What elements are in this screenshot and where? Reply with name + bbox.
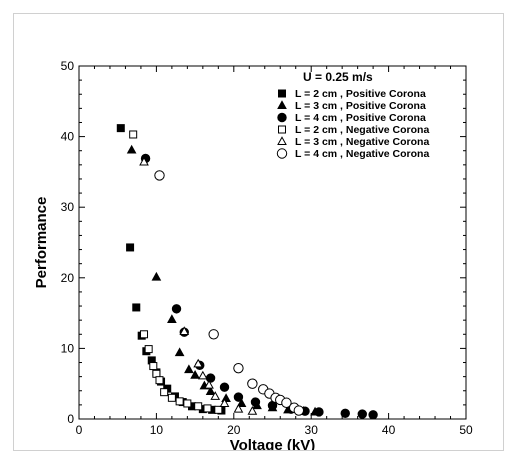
legend-header: U = 0.25 m/s xyxy=(303,70,373,84)
legend-marker xyxy=(277,112,287,123)
plot-area-border xyxy=(78,65,467,420)
data-point xyxy=(151,271,162,281)
data-point xyxy=(233,392,244,402)
data-point xyxy=(221,393,231,403)
series-1 xyxy=(116,124,226,415)
data-point xyxy=(205,373,216,383)
data-point xyxy=(167,314,177,323)
data-point xyxy=(155,376,164,385)
y-tick-label: 50 xyxy=(61,59,75,73)
data-point xyxy=(160,388,169,397)
data-point xyxy=(233,403,244,413)
data-point xyxy=(194,402,203,411)
data-point xyxy=(357,409,367,419)
legend-entry: L = 2 cm , Positive Corona xyxy=(295,88,426,100)
legend-marker xyxy=(276,148,288,159)
data-point xyxy=(204,379,214,389)
data-point xyxy=(129,130,138,139)
data-point xyxy=(250,397,261,407)
legend-marker xyxy=(278,125,286,134)
series-5 xyxy=(139,156,258,415)
legend-entry: L = 3 cm , Positive Corona xyxy=(295,100,426,112)
data-point xyxy=(171,304,182,314)
data-point xyxy=(126,144,137,154)
legend-marker xyxy=(278,89,286,98)
legend-marker xyxy=(277,136,287,145)
y-tick-label: 30 xyxy=(61,200,75,214)
x-tick-label: 10 xyxy=(150,423,164,437)
axes xyxy=(78,65,467,420)
legend-entry: L = 3 cm , Negative Corona xyxy=(295,136,429,148)
data-point xyxy=(219,398,230,407)
data-point xyxy=(214,405,223,414)
data-point xyxy=(203,404,212,413)
data-point xyxy=(210,391,221,400)
y-tick-label: 20 xyxy=(61,271,75,285)
data-point xyxy=(179,326,190,335)
data-point xyxy=(140,330,149,339)
legend: U = 0.25 m/s L = 2 cm , Positive CoronaL… xyxy=(276,70,429,160)
chart-frame: 0 10 20 30 40 50 0 10 20 30 40 50 U = 0.25 m/s L = … xyxy=(13,13,504,451)
series-3 xyxy=(140,153,378,420)
scatter-chart: 0 10 20 30 40 50 0 10 20 30 40 50 U = 0.25 m/s L = … xyxy=(33,59,473,450)
legend-marker xyxy=(277,100,287,109)
data-point xyxy=(175,397,184,406)
data-point xyxy=(116,124,125,133)
data-point xyxy=(132,303,141,312)
data-point xyxy=(293,405,305,416)
data-point xyxy=(154,170,165,181)
data-point xyxy=(149,362,158,371)
x-axis-title: Voltage (kV) xyxy=(230,437,316,450)
data-point xyxy=(126,243,135,252)
data-point xyxy=(205,386,216,395)
data-point xyxy=(167,393,176,402)
y-tick-label: 0 xyxy=(67,412,74,426)
legend-entry: L = 2 cm , Negative Corona xyxy=(295,124,429,136)
data-point xyxy=(233,362,244,374)
series-6 xyxy=(154,170,305,416)
data-point xyxy=(236,398,247,407)
data-point xyxy=(281,397,292,408)
data-point xyxy=(219,382,230,392)
data-point xyxy=(247,406,258,415)
data-point xyxy=(183,399,192,408)
data-point xyxy=(190,369,200,379)
data-point xyxy=(208,329,219,340)
x-tick-label: 20 xyxy=(227,423,241,437)
legend-entry: L = 4 cm , Negative Corona xyxy=(295,148,429,160)
y-tick-label: 10 xyxy=(61,341,75,355)
x-tick-label: 40 xyxy=(382,423,396,437)
data-point xyxy=(139,156,149,166)
x-tick-label: 30 xyxy=(305,423,319,437)
data-point xyxy=(247,378,258,389)
y-tick-label: 40 xyxy=(61,130,75,144)
data-point xyxy=(314,407,324,417)
data-point xyxy=(144,345,153,354)
data-point xyxy=(184,364,194,374)
data-point xyxy=(193,358,204,368)
data-point xyxy=(197,370,208,380)
ticks: 0 10 20 30 40 50 0 10 20 30 40 50 xyxy=(61,59,473,437)
data-point xyxy=(340,408,350,419)
data-point xyxy=(368,410,378,420)
y-axis-title: Performance xyxy=(33,197,50,289)
data-point xyxy=(174,347,185,357)
x-tick-label: 0 xyxy=(76,423,83,437)
data-points xyxy=(116,124,378,420)
x-tick-label: 50 xyxy=(459,423,473,437)
series-4 xyxy=(129,130,223,414)
legend-entry: L = 4 cm , Positive Corona xyxy=(295,112,426,124)
